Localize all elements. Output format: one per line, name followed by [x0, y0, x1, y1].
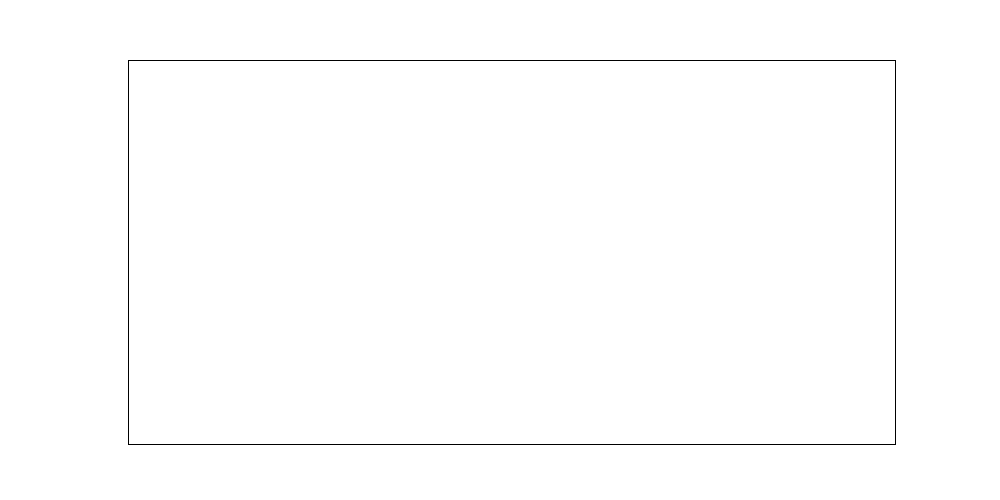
wordcloud-svg	[129, 61, 896, 445]
wordcloud-frame	[128, 60, 896, 445]
